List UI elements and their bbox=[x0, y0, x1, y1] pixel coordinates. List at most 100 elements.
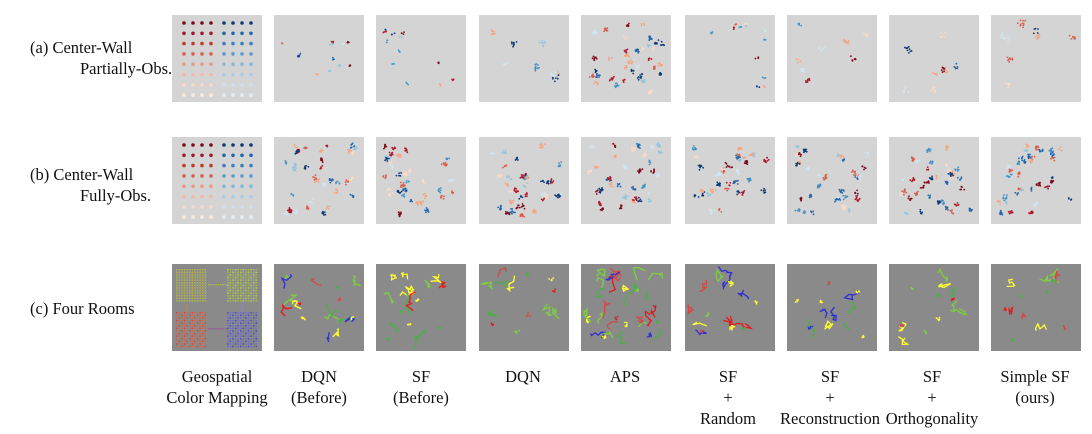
geo-cell bbox=[196, 327, 199, 330]
embedding-point bbox=[625, 165, 627, 168]
embedding-point bbox=[335, 182, 337, 185]
embedding-point bbox=[385, 30, 387, 33]
embedding-point bbox=[388, 151, 391, 154]
geo-cell bbox=[215, 328, 217, 330]
embedding-point bbox=[439, 189, 442, 192]
embedding-point bbox=[1006, 194, 1008, 196]
embedding-point bbox=[736, 183, 739, 185]
geo-cell bbox=[178, 269, 181, 271]
embedding-trace bbox=[609, 267, 619, 279]
geo-cell bbox=[234, 335, 237, 337]
geo-cell bbox=[253, 295, 255, 297]
geo-cell bbox=[186, 338, 188, 340]
embedding-point bbox=[399, 309, 402, 312]
geo-cell bbox=[178, 284, 181, 287]
geo-cell bbox=[249, 194, 253, 199]
embedding-point bbox=[538, 41, 541, 44]
geo-cell bbox=[204, 300, 207, 302]
panel-b-sf-reconstruction bbox=[787, 137, 877, 224]
geo-cell bbox=[186, 297, 188, 300]
geo-cell bbox=[189, 282, 191, 284]
column-label-line: DQN bbox=[301, 367, 337, 386]
column-label-line: APS bbox=[609, 367, 641, 386]
geo-cell bbox=[204, 284, 207, 287]
geo-cell bbox=[182, 163, 186, 168]
geo-cell bbox=[237, 282, 239, 284]
embedding-point bbox=[657, 145, 660, 147]
embedding-point bbox=[611, 78, 614, 81]
geo-cell bbox=[240, 300, 242, 302]
embedding-point bbox=[610, 182, 613, 185]
geo-cell bbox=[249, 93, 253, 97]
embedding-point bbox=[647, 45, 650, 48]
embedding-trace bbox=[938, 283, 952, 288]
geo-cell bbox=[242, 276, 245, 279]
embedding-point bbox=[295, 149, 298, 152]
embedding-point bbox=[389, 195, 392, 198]
embedding-point bbox=[749, 177, 752, 180]
embedding-point bbox=[385, 41, 388, 44]
geo-cell bbox=[204, 289, 207, 292]
embedding-point bbox=[735, 180, 738, 182]
geo-cell bbox=[191, 269, 194, 271]
embedding-point bbox=[649, 44, 651, 47]
embedding-point bbox=[350, 317, 353, 319]
embedding-point bbox=[911, 288, 914, 291]
embedding-point bbox=[1017, 171, 1020, 174]
embedding-plot bbox=[376, 264, 466, 351]
embedding-point bbox=[729, 282, 732, 285]
embedding-trace bbox=[722, 316, 733, 327]
embedding-point bbox=[339, 65, 342, 68]
embedding-point bbox=[736, 158, 738, 160]
geo-cell bbox=[181, 330, 183, 332]
embedding-point bbox=[930, 177, 933, 179]
embedding-point bbox=[423, 181, 425, 184]
embedding-point bbox=[398, 172, 400, 175]
geo-cell bbox=[250, 317, 252, 319]
column-label-line: (ours) bbox=[1015, 388, 1055, 407]
embedding-point bbox=[627, 60, 630, 63]
embedding-point bbox=[647, 92, 650, 95]
panel-background bbox=[479, 137, 569, 224]
embedding-point bbox=[451, 180, 454, 182]
geo-cell bbox=[237, 276, 239, 279]
geo-cell bbox=[227, 345, 229, 348]
embedding-point bbox=[691, 147, 694, 150]
embedding-point bbox=[763, 77, 765, 80]
geo-cell bbox=[232, 345, 234, 348]
embedding-point bbox=[315, 72, 318, 75]
geo-cell bbox=[186, 325, 188, 327]
embedding-point bbox=[641, 168, 644, 171]
geo-cell bbox=[234, 338, 237, 340]
embedding-point bbox=[592, 147, 595, 150]
embedding-point bbox=[627, 24, 630, 27]
geo-cell bbox=[255, 300, 258, 302]
geo-cell bbox=[231, 194, 235, 199]
geo-cell bbox=[176, 317, 178, 319]
embedding-point bbox=[809, 327, 812, 329]
embedding-point bbox=[346, 41, 349, 44]
embedding-point bbox=[1012, 339, 1015, 342]
geo-cell bbox=[194, 274, 196, 276]
row-label-a-line2: Partially-Obs. bbox=[80, 59, 173, 78]
embedding-point bbox=[658, 74, 661, 76]
geo-cell bbox=[234, 314, 237, 317]
embedding-trace bbox=[955, 308, 968, 316]
geo-cell bbox=[227, 284, 229, 287]
embedding-plot bbox=[172, 264, 262, 351]
geo-cell bbox=[200, 93, 204, 97]
geo-cell bbox=[249, 62, 253, 66]
geo-cell bbox=[227, 335, 229, 337]
embedding-point bbox=[558, 162, 560, 165]
embedding-trace bbox=[949, 286, 959, 300]
embedding-point bbox=[511, 202, 514, 204]
geo-cell bbox=[250, 345, 252, 348]
embedding-point bbox=[526, 272, 529, 274]
embedding-point bbox=[491, 29, 493, 32]
embedding-point bbox=[899, 194, 902, 197]
geo-cell bbox=[181, 312, 183, 314]
embedding-point bbox=[933, 91, 936, 94]
embedding-point bbox=[491, 152, 494, 155]
geo-cell bbox=[217, 328, 220, 330]
embedding-point bbox=[839, 157, 842, 159]
